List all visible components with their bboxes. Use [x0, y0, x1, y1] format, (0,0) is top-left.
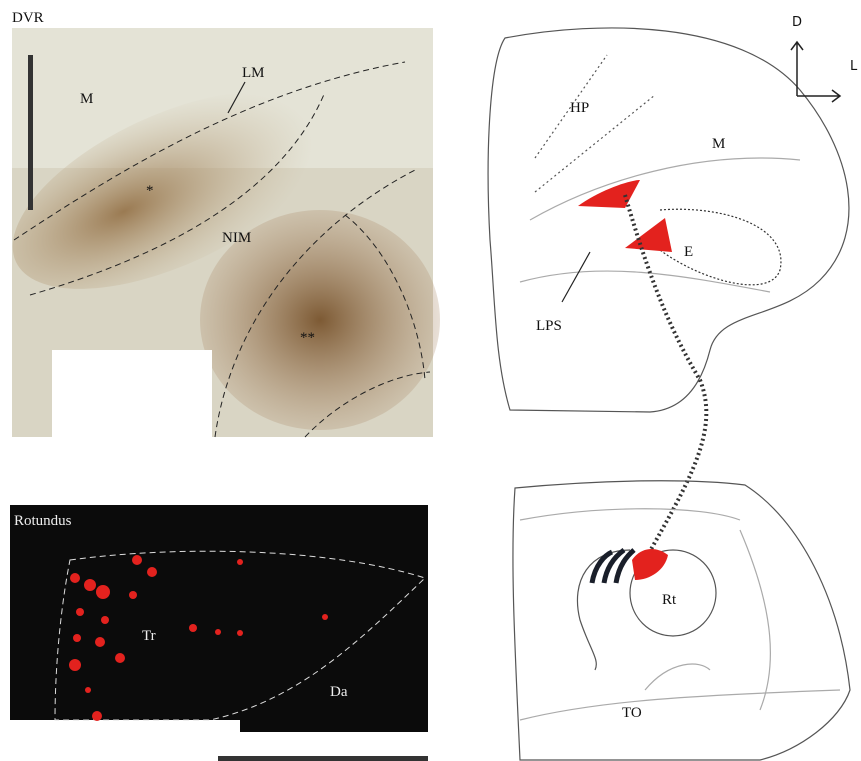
- dot: [237, 630, 243, 636]
- scale-bar: [28, 55, 33, 210]
- orientation-arrows: [791, 42, 840, 102]
- panel-title: Rotundus: [14, 513, 72, 529]
- red-injection: [632, 549, 668, 580]
- rotundus-panel: Rotundus Tr Da: [10, 505, 428, 761]
- dot: [76, 608, 84, 616]
- dot: [69, 659, 81, 671]
- dot: [70, 573, 80, 583]
- red-injection: [625, 218, 672, 252]
- dot: [84, 579, 96, 591]
- dot: [215, 629, 221, 635]
- region-label: TO: [622, 705, 642, 721]
- figure: DVR M LM NIM * **: [0, 0, 861, 761]
- lamina: [530, 158, 800, 220]
- dot: [96, 585, 110, 599]
- section-line: [740, 530, 770, 710]
- arrow-up: [791, 42, 803, 96]
- dot: [322, 614, 328, 620]
- dot: [237, 559, 243, 565]
- dot: [115, 653, 125, 663]
- page: {"panels": { "dvr": {"title": "DVR", "la…: [0, 0, 861, 761]
- dot: [73, 634, 81, 642]
- thalamus-outline: [513, 481, 850, 760]
- region-label: Tr: [142, 628, 156, 644]
- orientation-label: L: [850, 59, 858, 74]
- black-arcs: [592, 550, 634, 583]
- section-line: [645, 664, 710, 690]
- region-label: NIM: [222, 230, 251, 246]
- entopallium-outline: [660, 209, 781, 285]
- region-label: E: [684, 244, 693, 260]
- cutout: [52, 350, 212, 438]
- region-label: LPS: [536, 318, 562, 334]
- dvr-panel: DVR M LM NIM * **: [0, 10, 440, 438]
- hp-border: [535, 95, 655, 192]
- region-label: Da: [330, 684, 348, 700]
- dot: [85, 687, 91, 693]
- dot: [189, 624, 197, 632]
- region-label: Rt: [662, 592, 677, 608]
- section-line: [520, 690, 840, 720]
- dot: [129, 591, 137, 599]
- section-line: [520, 509, 740, 520]
- dot: [132, 555, 142, 565]
- region-label: HP: [570, 100, 589, 116]
- dot: [147, 567, 157, 577]
- orientation-label: D: [792, 15, 802, 30]
- region-label: LM: [242, 65, 265, 81]
- lamina: [520, 271, 770, 292]
- dot: [92, 711, 102, 721]
- dot: [101, 616, 109, 624]
- dot: [95, 637, 105, 647]
- pointer-line: [562, 252, 590, 302]
- telencephalon-outline: [488, 28, 849, 412]
- asterisk-label: *: [146, 183, 154, 199]
- region-label: M: [80, 91, 93, 107]
- schematic: [488, 28, 850, 760]
- asterisk-label: **: [300, 330, 315, 346]
- region-label: M: [712, 136, 725, 152]
- scale-bar: [218, 756, 428, 761]
- arrow-right: [797, 90, 840, 102]
- micrograph-background: [10, 505, 428, 732]
- panel-title: DVR: [12, 10, 44, 26]
